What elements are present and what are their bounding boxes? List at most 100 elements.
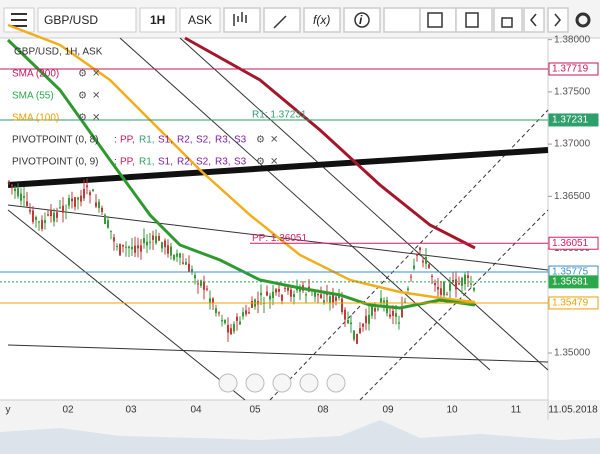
trend-line — [7, 23, 476, 304]
candle-body — [455, 279, 457, 290]
candle-body — [236, 316, 238, 321]
price-marker-label: 1.35775 — [552, 267, 589, 278]
candle-body — [41, 219, 43, 229]
candle-body — [14, 188, 16, 192]
candle-body — [209, 298, 211, 303]
candle-body — [272, 291, 274, 299]
candle-body — [20, 193, 22, 201]
price-marker — [548, 113, 599, 127]
candle-body — [374, 308, 376, 312]
trend-line — [184, 36, 476, 250]
candle-body — [281, 294, 283, 301]
candle-body — [344, 309, 346, 320]
side[interactable]: ASK — [188, 13, 212, 27]
candle-body — [389, 314, 391, 317]
candle-body — [80, 195, 82, 202]
price-tick-label: 1.37000 — [554, 139, 591, 150]
close: ✕ — [92, 69, 100, 80]
candle-body — [191, 268, 193, 273]
candle-body — [146, 241, 148, 246]
candle-body — [404, 301, 406, 303]
pivot-level: R3, — [215, 135, 231, 146]
candle-body — [353, 330, 355, 340]
candle-body — [74, 197, 76, 207]
candle-body — [131, 246, 133, 250]
candle-body — [71, 198, 73, 202]
pivot-level: R1, — [139, 157, 155, 168]
candle-body — [323, 300, 325, 303]
candle-body — [260, 292, 262, 296]
candle-body — [197, 283, 199, 285]
candle-body — [278, 289, 280, 292]
candle-body — [368, 314, 370, 324]
candle-body — [218, 312, 220, 314]
date-label: 04 — [190, 405, 202, 416]
candle-body — [62, 205, 64, 213]
candle-body — [158, 236, 160, 241]
candle-body — [248, 312, 250, 314]
candle-body — [362, 323, 364, 327]
timeframe[interactable]: 1H — [150, 13, 165, 27]
close: ✕ — [92, 113, 100, 124]
tool-icons[interactable] — [223, 7, 591, 33]
candle-body — [104, 214, 106, 225]
close: ✕ — [92, 91, 100, 102]
symbol[interactable]: GBP/USD — [44, 13, 98, 27]
candle-body — [221, 320, 223, 322]
candle-body — [464, 274, 466, 285]
plot — [0, 23, 549, 401]
pivot-level: S1, — [158, 135, 173, 146]
gear: ⚙ — [78, 113, 87, 124]
candle-body — [179, 253, 181, 258]
candle-body — [407, 288, 409, 291]
candle-body — [227, 324, 229, 333]
candle-body — [398, 322, 400, 324]
candle-body — [395, 313, 397, 317]
candle-body — [140, 245, 142, 252]
candle-body — [437, 287, 439, 290]
date-label: 09 — [382, 405, 394, 416]
candle-body — [17, 188, 19, 197]
fx-button[interactable]: f(x) — [313, 13, 330, 27]
gear: ⚙ — [78, 69, 87, 80]
candle-body — [89, 192, 91, 196]
trend-line — [7, 209, 246, 401]
candle-body — [110, 230, 112, 232]
price-marker-label: 1.37719 — [552, 64, 589, 75]
candle-body — [53, 212, 55, 222]
candle-body — [266, 291, 268, 296]
candle-body — [449, 283, 451, 291]
candle-body — [161, 242, 163, 249]
side-box[interactable] — [179, 7, 221, 33]
symbol-box[interactable] — [37, 7, 137, 33]
nav-buttons[interactable] — [218, 373, 346, 393]
candle-body — [293, 293, 295, 297]
candle-body — [101, 207, 103, 212]
price-marker-label: 1.35681 — [552, 277, 589, 288]
pivot-level: R3, — [215, 157, 231, 168]
close: ✕ — [270, 135, 278, 146]
candle-body — [467, 275, 469, 279]
candle-body — [401, 306, 403, 318]
candle-body — [242, 312, 244, 317]
indicator-name: SMA (100) — [12, 113, 59, 124]
candle-body — [356, 333, 358, 344]
candle-body — [155, 236, 157, 244]
candle-body — [128, 246, 130, 249]
candle-body — [77, 197, 79, 200]
candle-body — [59, 207, 61, 209]
pivot-level: PP, — [120, 157, 135, 168]
candle-body — [35, 217, 37, 221]
candle-body — [134, 245, 136, 253]
svg-text:i: i — [359, 13, 363, 27]
price-tick-label: 1.38000 — [554, 34, 591, 45]
candle-body — [38, 221, 40, 223]
trend-line — [7, 344, 549, 363]
candle-body — [473, 288, 475, 291]
candle-body — [107, 220, 109, 228]
candle-body — [239, 321, 241, 325]
date-label: 08 — [317, 405, 329, 416]
tf-box[interactable] — [139, 7, 177, 33]
price-tick-label: 1.36500 — [554, 191, 591, 202]
candle-body — [50, 210, 52, 217]
